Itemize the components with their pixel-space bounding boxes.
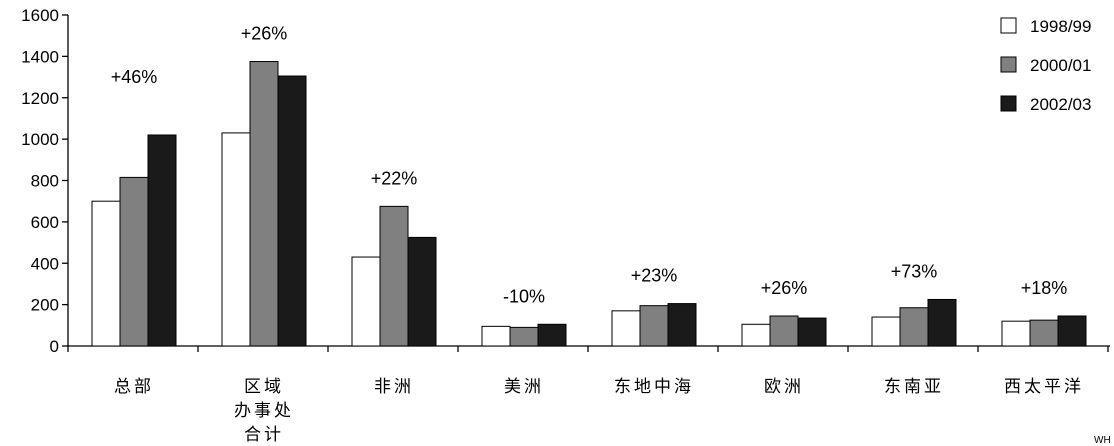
bar-2000-01-1 (249, 61, 279, 347)
bar-1998-99-2 (351, 256, 381, 347)
bar-2002-03-7 (1057, 315, 1087, 347)
legend-label: 1998/99 (1030, 17, 1091, 36)
legend-label: 2002/03 (1030, 95, 1091, 114)
bar-1998-99-0 (91, 200, 121, 347)
bar-2002-03-0 (147, 134, 177, 347)
y-tick-label: 600 (31, 213, 59, 232)
change-label: +22% (371, 168, 418, 188)
legend: 1998/99 2000/01 2002/03 (1000, 17, 1091, 114)
bar-1998-99-4 (611, 310, 641, 347)
y-tick-label: 1000 (21, 130, 59, 149)
y-axis: 0 200 400 600 800 1000 1200 1400 1600 (21, 6, 69, 356)
y-tick-label: 0 (50, 337, 59, 356)
bar-2000-01-3 (509, 326, 539, 347)
category-label: 总部 (114, 377, 154, 397)
bar-2000-01-4 (639, 305, 669, 347)
y-tick-label: 800 (31, 172, 59, 191)
bar-1998-99-1 (221, 132, 251, 347)
legend-swatch (1000, 95, 1017, 112)
category-label: 办事处 (234, 401, 294, 421)
legend-swatch (1000, 56, 1017, 73)
bar-2000-01-0 (119, 176, 149, 347)
change-label: +26% (241, 24, 288, 44)
bar-2000-01-6 (899, 307, 929, 347)
legend-swatch (1000, 17, 1017, 34)
y-tick-label: 200 (31, 296, 59, 315)
bar-1998-99-6 (871, 316, 901, 347)
bars (91, 61, 1087, 347)
category-label: 美洲 (504, 377, 544, 397)
bar-2002-03-3 (537, 323, 567, 347)
bar-1998-99-5 (741, 323, 771, 347)
bar-2002-03-2 (407, 236, 437, 347)
bar-2000-01-5 (769, 315, 799, 347)
change-label: -10% (503, 286, 545, 306)
bar-1998-99-7 (1001, 320, 1031, 347)
change-label: +26% (761, 278, 808, 298)
bar-2002-03-4 (667, 303, 697, 347)
bar-2002-03-1 (277, 75, 307, 347)
category-label: 东地中海 (614, 377, 694, 397)
bar-1998-99-3 (481, 325, 511, 347)
change-labels: +46% +26% +22% -10% +23% +26% +73% +18% (111, 24, 1068, 307)
category-label: 欧洲 (764, 377, 804, 397)
y-tick-label: 1200 (21, 89, 59, 108)
legend-label: 2000/01 (1030, 56, 1091, 75)
category-label: 区域 (244, 377, 284, 397)
bar-2000-01-2 (379, 205, 409, 347)
change-label: +46% (111, 67, 158, 87)
change-label: +73% (891, 261, 938, 281)
footer-text: WH (1094, 435, 1111, 446)
change-label: +23% (631, 266, 678, 286)
category-label: 非洲 (374, 377, 414, 397)
y-tick-label: 1400 (21, 47, 59, 66)
category-label: 西太平洋 (1004, 377, 1084, 397)
y-tick-label: 400 (31, 254, 59, 273)
x-axis (67, 345, 1110, 352)
change-label: +18% (1021, 278, 1068, 298)
category-label: 合计 (244, 425, 284, 445)
bar-2002-03-5 (797, 317, 827, 347)
y-tick-label: 1600 (21, 6, 59, 25)
bar-2000-01-7 (1029, 319, 1059, 347)
category-label: 东南亚 (884, 377, 944, 397)
bar-2002-03-6 (927, 298, 957, 347)
